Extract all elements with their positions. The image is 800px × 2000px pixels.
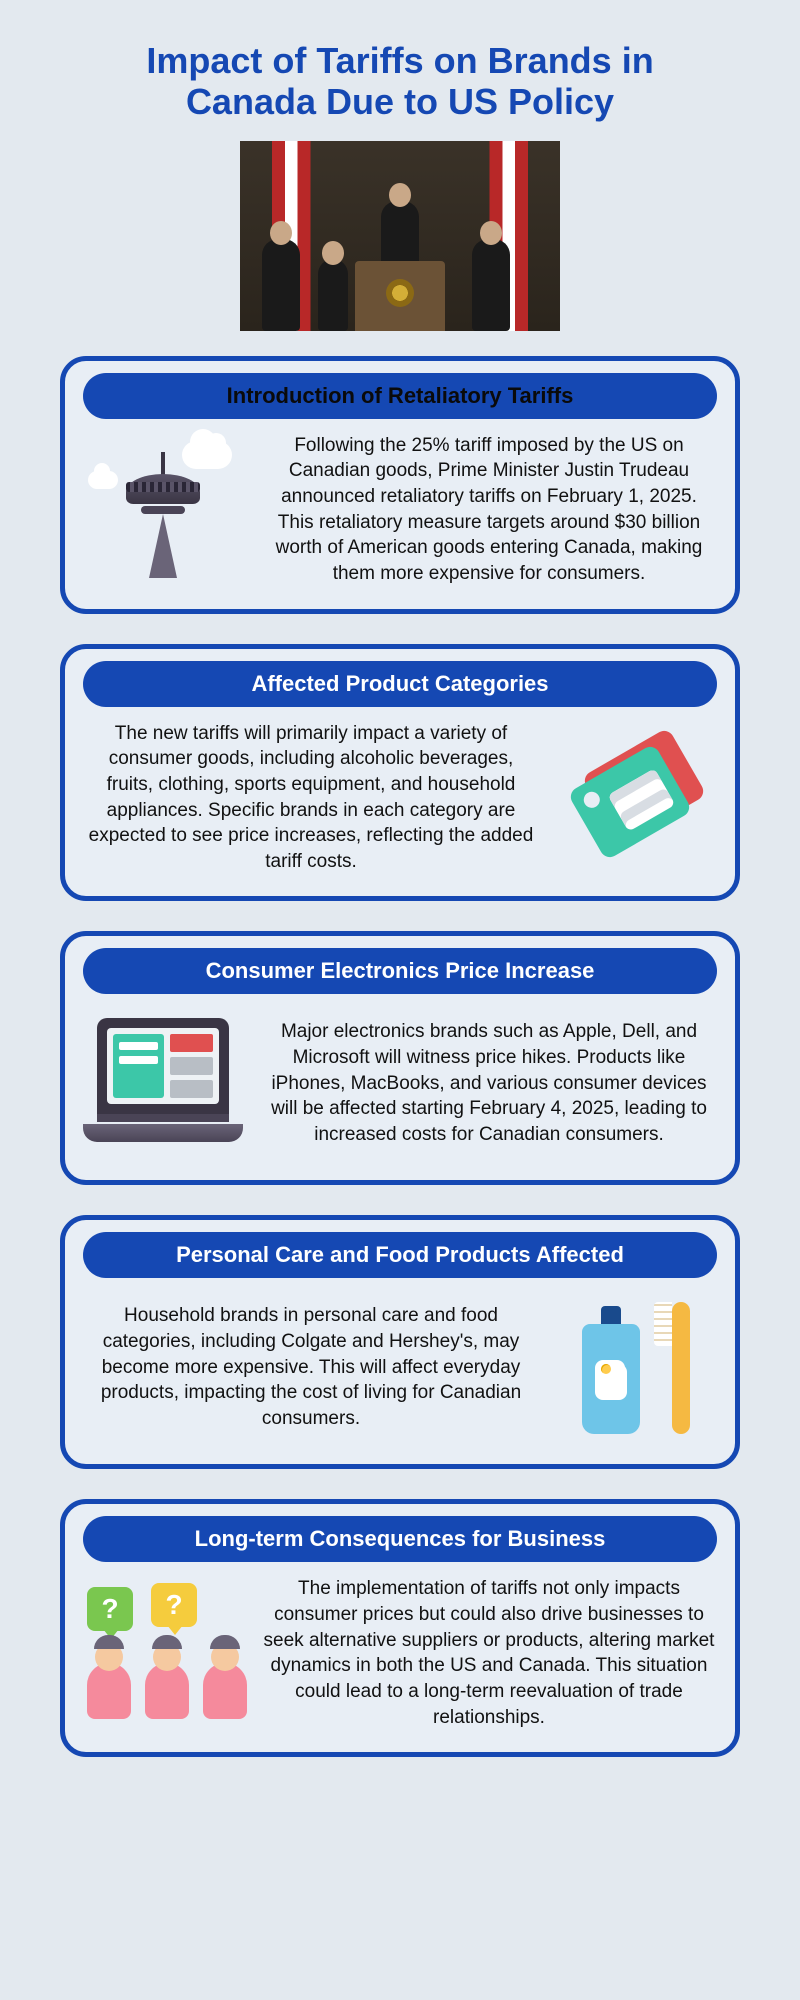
hero-photo [240,141,560,331]
page-title: Impact of Tariffs on Brands in Canada Du… [80,40,720,123]
card-heading: Consumer Electronics Price Increase [83,948,717,994]
card-retaliatory-tariffs: Introduction of Retaliatory Tariffs Foll… [60,356,740,614]
card-text: The implementation of tariffs not only i… [261,1576,717,1730]
card-personal-care-food: Personal Care and Food Products Affected… [60,1215,740,1469]
tower-icon [83,435,243,585]
card-heading: Affected Product Categories [83,661,717,707]
card-text: Following the 25% tariff imposed by the … [261,433,717,587]
card-text: The new tariffs will primarily impact a … [83,721,539,875]
laptop-icon [83,1008,243,1158]
toothpaste-toothbrush-icon [557,1292,717,1442]
card-heading: Long-term Consequences for Business [83,1516,717,1562]
card-text: Household brands in personal care and fo… [83,1303,539,1431]
card-consumer-electronics: Consumer Electronics Price Increase Majo… [60,931,740,1185]
people-question-icon: ?? [83,1578,243,1728]
card-long-term-consequences: Long-term Consequences for Business ?? T… [60,1499,740,1757]
card-text: Major electronics brands such as Apple, … [261,1019,717,1147]
card-heading: Introduction of Retaliatory Tariffs [83,373,717,419]
price-tag-icon [557,723,717,873]
card-heading: Personal Care and Food Products Affected [83,1232,717,1278]
card-affected-categories: Affected Product Categories The new tari… [60,644,740,902]
